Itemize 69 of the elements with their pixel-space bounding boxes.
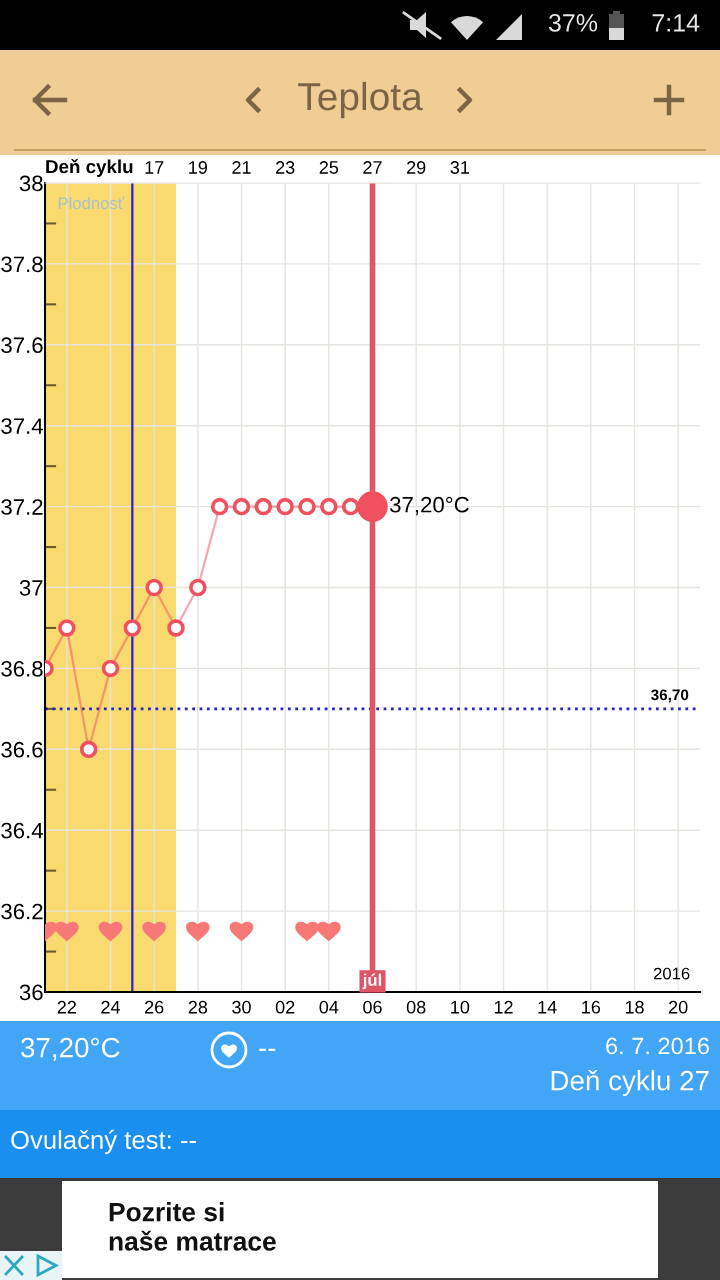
x2-axis-title: Deň cyklu (46, 159, 133, 177)
point (341, 497, 360, 516)
point (229, 921, 254, 942)
y-tick-label: 36.6 (1, 741, 43, 758)
x-tick-label: 10 (451, 1000, 470, 1014)
point (254, 497, 273, 516)
chart-title: Teplota (298, 81, 423, 119)
x-tick-label: 28 (188, 1000, 208, 1014)
x-tick-label: 30 (232, 1000, 251, 1014)
point (298, 497, 316, 516)
x2-tick-label: 29 (407, 161, 426, 174)
y-tick-label: 37.2 (1, 499, 43, 515)
y-tick-label: 36.4 (1, 822, 43, 839)
point (145, 578, 163, 597)
x2-tick-label: 19 (189, 161, 208, 174)
point (101, 659, 120, 678)
text: Deň cyklu 27 (551, 1070, 709, 1096)
point (58, 619, 76, 637)
y-tick-label: 37 (19, 580, 43, 596)
y-tick-label: 36.8 (1, 660, 43, 677)
x2-tick-label: 31 (450, 161, 469, 174)
point (210, 497, 229, 516)
point (167, 619, 185, 637)
text: 37% (548, 14, 598, 32)
x-tick-label: 14 (538, 1001, 557, 1014)
text: Ovulačný test: -- (11, 1129, 196, 1155)
point (123, 619, 142, 637)
x-tick-label: 18 (625, 1000, 644, 1014)
text: 7:14 (652, 14, 700, 32)
point (232, 497, 251, 516)
x2-tick-label: 23 (276, 161, 295, 174)
x-tick-label: 22 (57, 1000, 76, 1014)
x-tick-label: 12 (494, 1000, 513, 1014)
annotation: 2016 (653, 967, 690, 980)
x2-tick-label: 27 (363, 161, 382, 174)
x2-tick-label: 21 (232, 161, 251, 174)
point (79, 740, 98, 759)
x2-tick-label: 17 (145, 161, 164, 174)
x-tick-label: 20 (669, 1000, 688, 1014)
x-tick-label: 04 (319, 1000, 339, 1014)
point (98, 921, 123, 942)
x-tick-label: 26 (145, 1000, 164, 1014)
y-tick-label: 37.8 (1, 256, 43, 273)
x2-tick-label: 25 (319, 161, 339, 174)
point (55, 921, 79, 942)
text: Pozrite si naše matrace (109, 1202, 276, 1251)
x-tick-label: 24 (101, 1000, 121, 1014)
y-tick-label: 37.6 (1, 337, 43, 354)
point (189, 578, 207, 597)
point (186, 921, 210, 942)
x-tick-label: 06 (363, 1000, 382, 1014)
ref-line-label: 36,70 (651, 689, 689, 703)
x-tick-label: 02 (275, 1000, 295, 1014)
text: 37,20°C (21, 1037, 120, 1061)
text: -- (259, 1048, 276, 1051)
point (295, 921, 319, 942)
data-label: 37,20°C (390, 496, 469, 516)
y-tick-label: 36 (19, 984, 43, 1001)
y-tick-label: 38 (19, 175, 43, 192)
point (320, 497, 338, 516)
x-tick-label: 16 (582, 1000, 601, 1014)
point (317, 921, 341, 942)
y-tick-label: 37.4 (1, 418, 43, 434)
ref-line-label: júl (362, 973, 382, 990)
x-tick-label: 08 (406, 1000, 426, 1014)
text: 6. 7. 2016 (606, 1037, 709, 1055)
point (142, 921, 166, 942)
y-tick-label: 36.2 (1, 903, 43, 920)
point (276, 497, 294, 516)
